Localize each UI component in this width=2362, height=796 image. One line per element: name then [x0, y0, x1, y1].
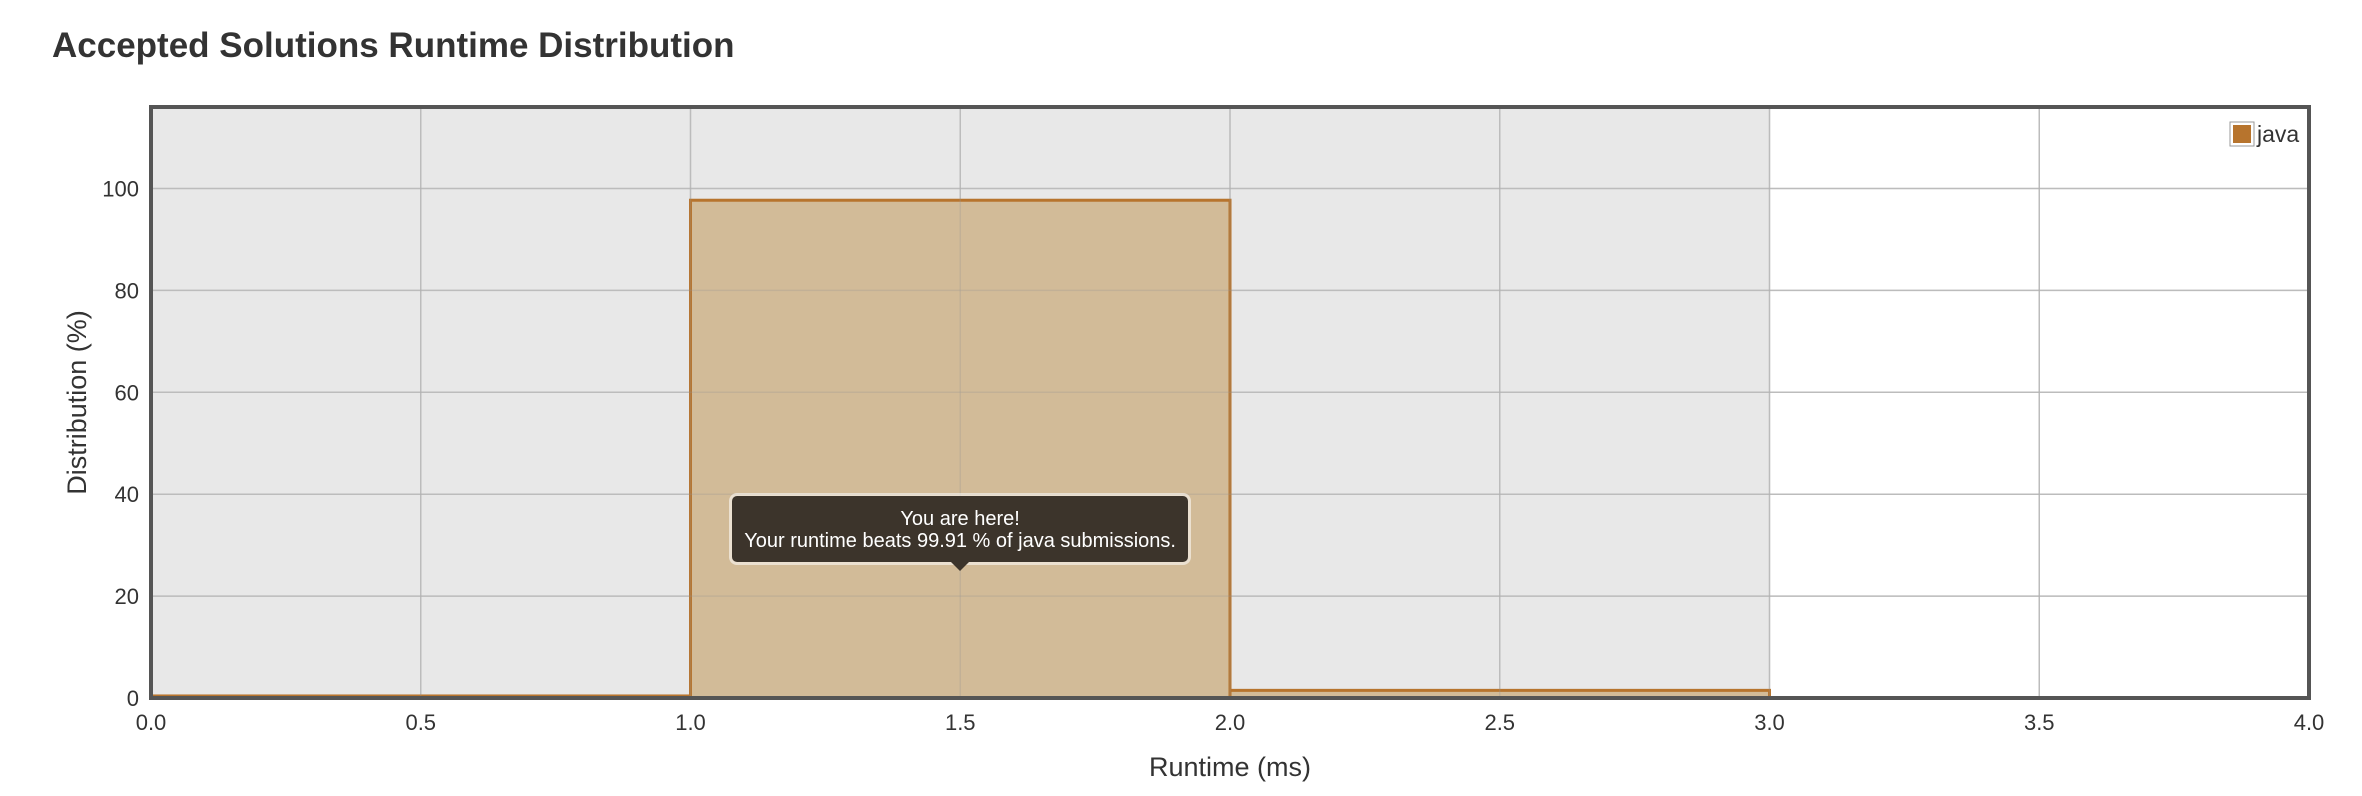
histogram-bars: [149, 107, 2310, 700]
y-tick-label: 100: [102, 177, 139, 202]
y-tick-label: 40: [115, 482, 139, 507]
y-tick-label: 60: [115, 380, 139, 405]
legend-swatch: [2231, 123, 2253, 145]
x-tick-label: 3.0: [1754, 710, 1785, 735]
x-tick-label: 2.5: [1484, 710, 1515, 735]
tooltip-line-1: You are here!: [900, 507, 1020, 530]
y-tick-label: 0: [127, 686, 139, 711]
you-are-here-tooltip: You are here! Your runtime beats 99.91 %…: [732, 495, 1188, 571]
legend-swatch-border: [2229, 121, 2255, 147]
x-tick-label: 1.0: [675, 710, 706, 735]
y-tick-label: 80: [115, 278, 139, 303]
x-tick-label: 2.0: [1215, 710, 1246, 735]
y-axis-ticks: 0 20 40 60 80 100: [102, 177, 139, 711]
histogram-bar: [689, 198, 1232, 700]
x-tick-label: 1.5: [945, 710, 976, 735]
x-tick-label: 4.0: [2294, 710, 2325, 735]
tooltip-pointer-icon: [951, 561, 970, 571]
x-tick-label: 0.5: [405, 710, 436, 735]
x-tick-label: 0.0: [136, 710, 167, 735]
y-axis-label: Distribution (%): [62, 310, 92, 495]
plot-frame: [149, 105, 2311, 700]
y-tick-label: 20: [115, 584, 139, 609]
legend-entry-label: java: [2256, 121, 2299, 147]
x-tick-label: 3.5: [2024, 710, 2055, 735]
page-title: Accepted Solutions Runtime Distribution: [52, 26, 735, 65]
legend[interactable]: java: [2229, 121, 2299, 147]
x-axis-label: Runtime (ms): [1149, 752, 1311, 782]
plot-border: [149, 105, 2311, 700]
tooltip-line-2: Your runtime beats 99.91 % of java submi…: [744, 529, 1176, 552]
x-axis-ticks: 0.0 0.5 1.0 1.5 2.0 2.5 3.0 3.5 4.0: [136, 710, 2325, 735]
